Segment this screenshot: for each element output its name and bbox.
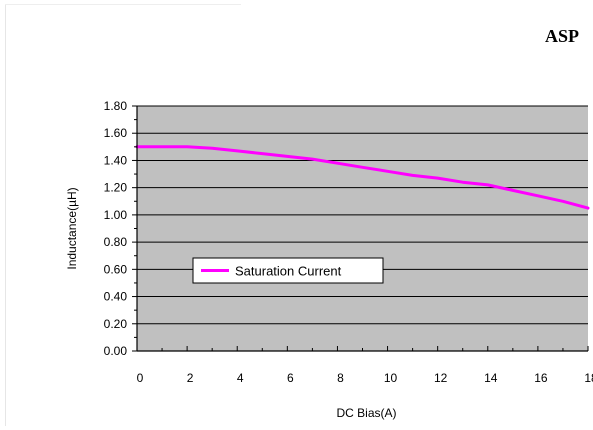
y-tick-label: 1.20 [104, 181, 128, 195]
series-layer [135, 145, 590, 210]
y-tick-label: 0.80 [104, 235, 128, 249]
legend: Saturation Current [192, 257, 384, 284]
x-tick-label: 16 [534, 371, 548, 385]
y-tick-label: 1.00 [104, 208, 128, 222]
x-tick-label: 12 [434, 371, 448, 385]
axes: 0.00 0.20 0.40 0.60 0.80 1.00 1.20 1.40 1.60 1.80… [104, 99, 593, 385]
page-left-border [5, 4, 6, 426]
x-tick-label: 0 [137, 371, 144, 385]
plot-area [137, 106, 588, 351]
plot-background [137, 106, 588, 351]
x-tick-label: 8 [337, 371, 344, 385]
y-tick-label: 1.40 [104, 153, 128, 167]
x-axis-title: DC Bias(A) [336, 406, 396, 420]
series-line-saturation-current [135, 145, 590, 210]
x-tick-label: 10 [384, 371, 398, 385]
x-tick-label: 14 [484, 371, 498, 385]
y-tick-label: 0.20 [104, 317, 128, 331]
x-tick-label: 2 [187, 371, 194, 385]
page-top-border [5, 4, 241, 5]
y-tick-label: 1.80 [104, 99, 128, 113]
y-tick-label: 1.60 [104, 126, 128, 140]
header-text: ASP [545, 26, 580, 46]
x-tick-label: 4 [237, 371, 244, 385]
x-tick-label: 6 [287, 371, 294, 385]
y-tick-label: 0.40 [104, 290, 128, 304]
legend-label: Saturation Current [235, 264, 342, 279]
x-tick-label: 18 [584, 371, 593, 385]
y-tick-label: 0.00 [104, 344, 128, 358]
y-axis-title: Inductance(µH) [65, 187, 79, 269]
y-tick-label: 0.60 [104, 262, 128, 276]
